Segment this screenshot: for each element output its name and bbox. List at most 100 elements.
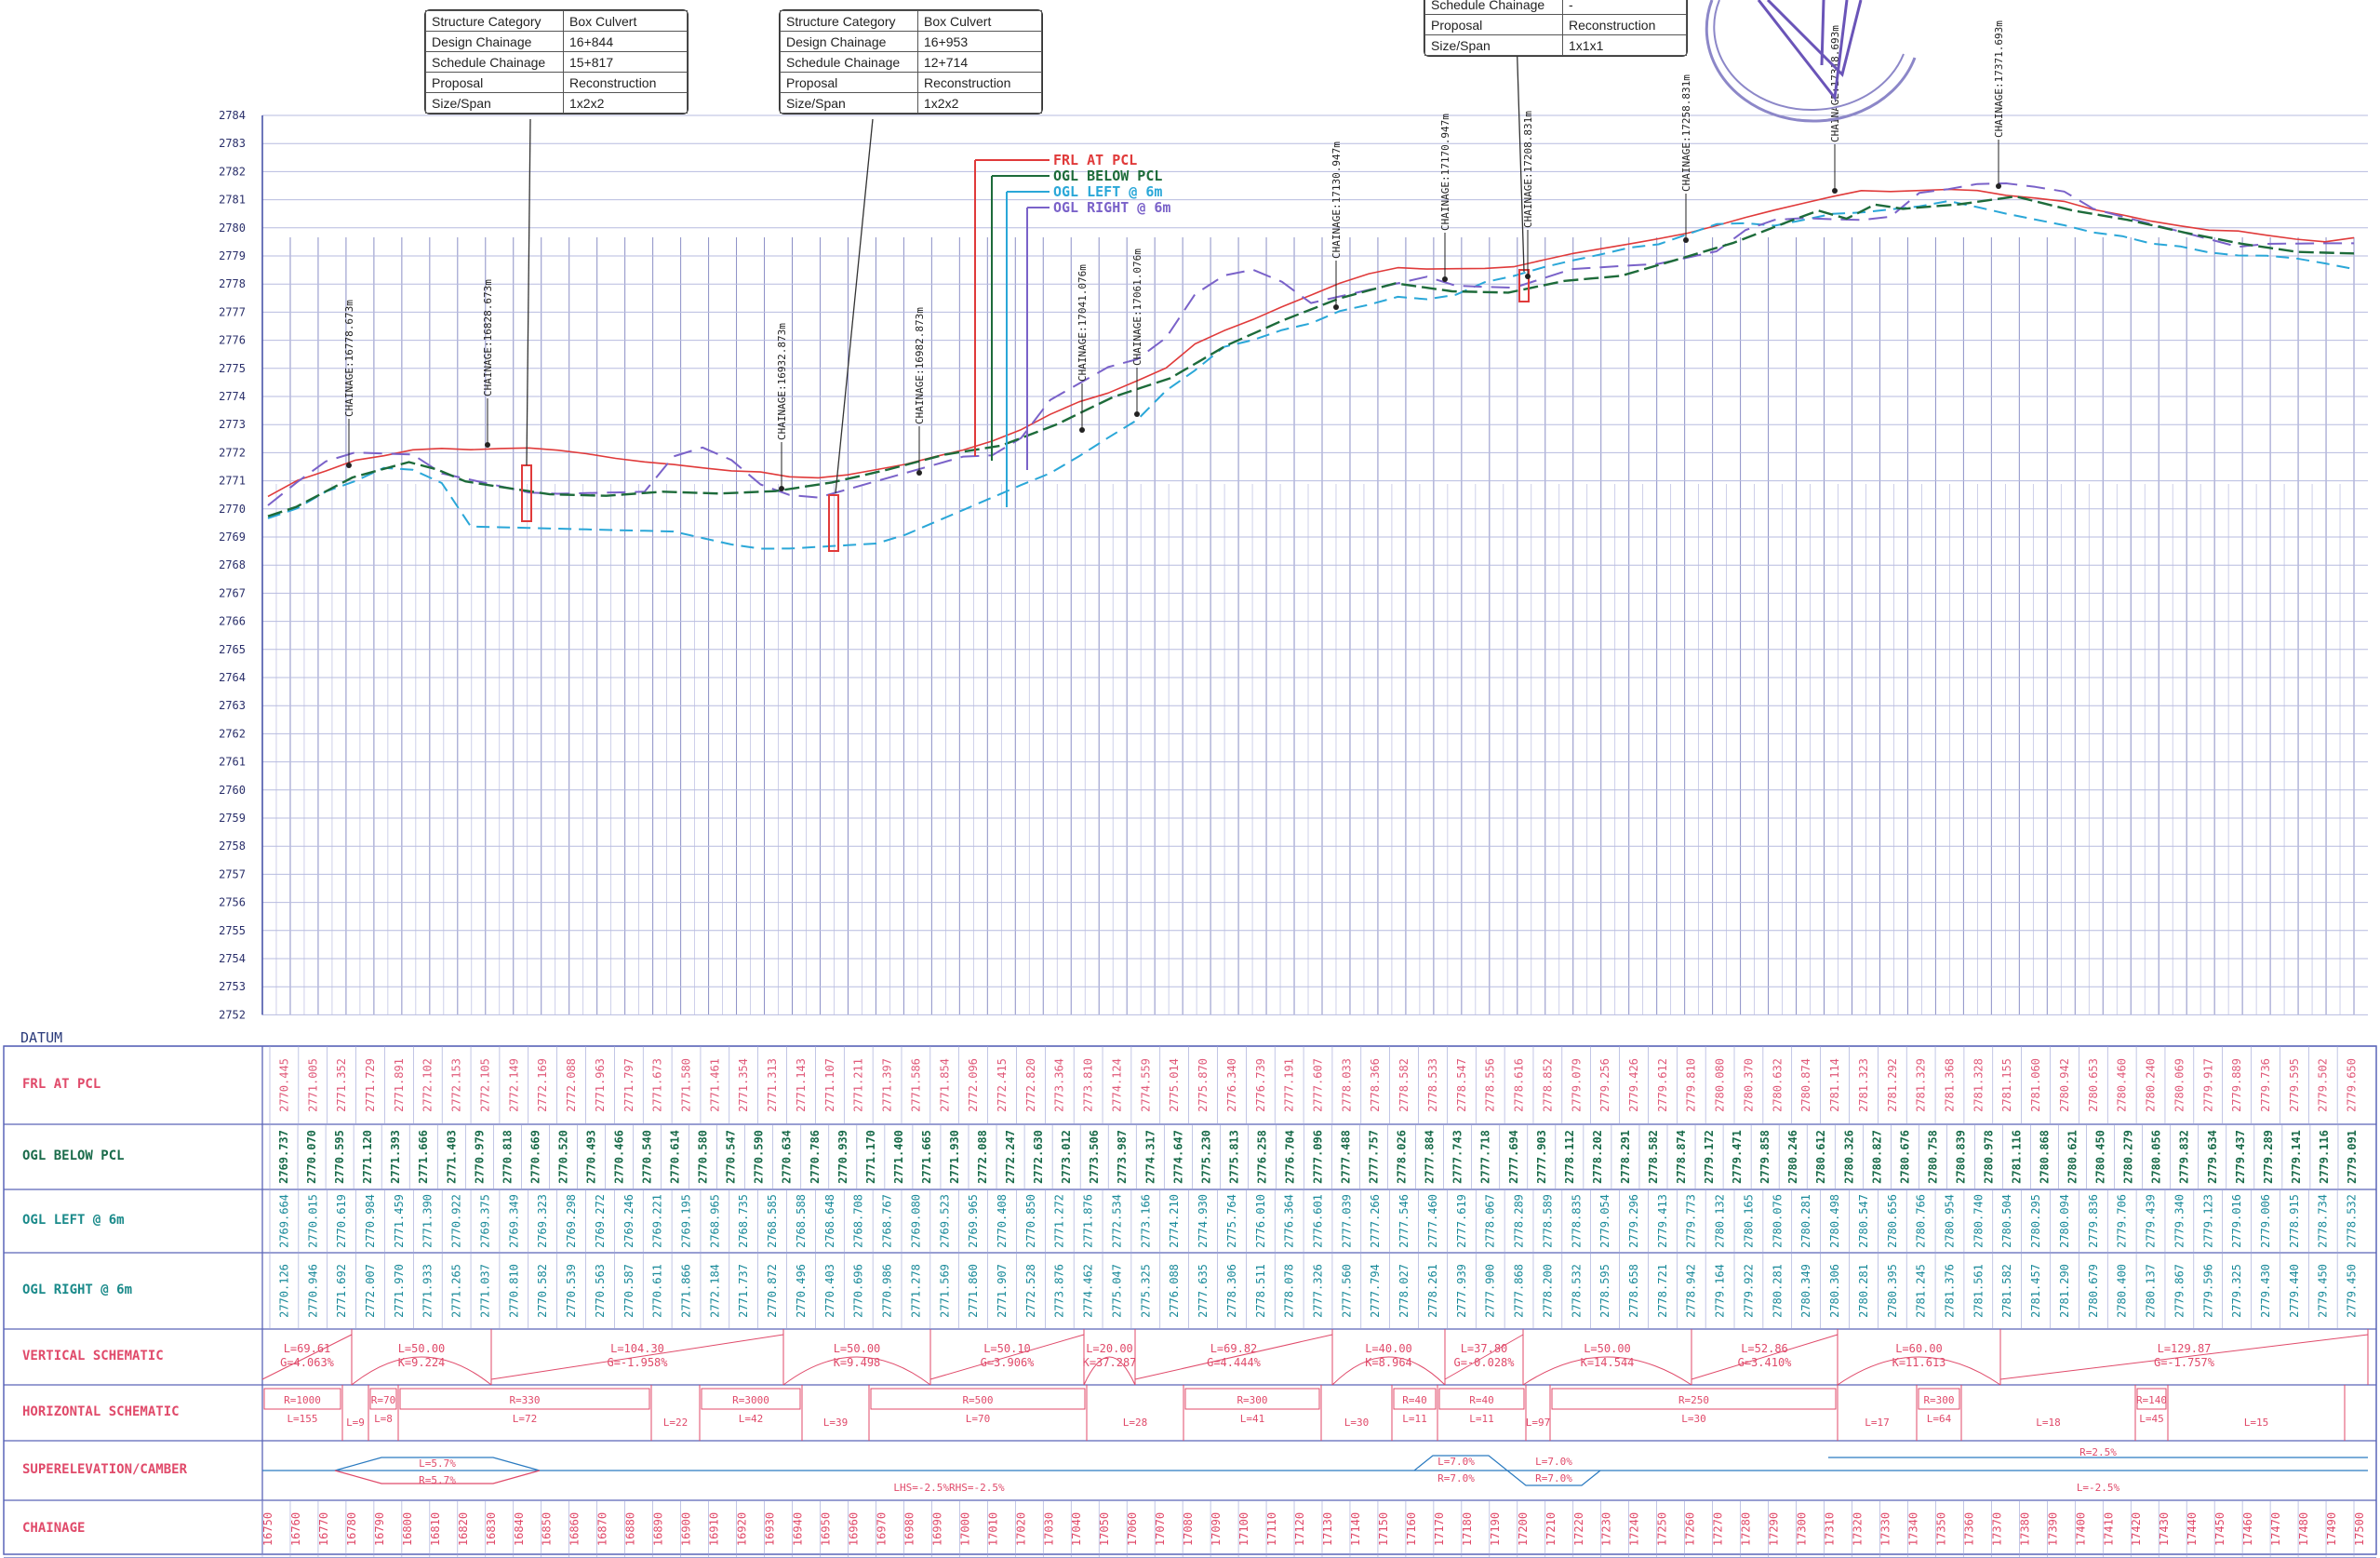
- band-value: 2778.078: [1283, 1264, 1296, 1318]
- band-value: 2777.560: [1340, 1264, 1353, 1318]
- callout-value: Box Culvert: [917, 10, 1042, 32]
- superelevation-label: L=7.0%: [1535, 1456, 1572, 1468]
- band-value: 2778.835: [1570, 1194, 1583, 1248]
- band-value: 2780.076: [1771, 1194, 1784, 1248]
- band-value: 2772.102: [421, 1058, 435, 1112]
- horizontal-schematic-label: L=42: [739, 1413, 764, 1425]
- callout-value: 1x2x2: [563, 92, 688, 114]
- band-value: 2774.317: [1143, 1130, 1157, 1184]
- band-value: 2771.211: [852, 1058, 865, 1112]
- band-value: 2777.488: [1340, 1130, 1353, 1184]
- band-value: 2770.810: [507, 1264, 520, 1318]
- horizontal-schematic-label: L=11: [1402, 1413, 1427, 1425]
- chainage-marker-label: CHAINAGE:17208.831m: [1522, 111, 1534, 228]
- band-value: 2770.946: [306, 1264, 319, 1318]
- band-value: 2779.773: [1685, 1194, 1698, 1248]
- band-value: 2779.430: [2259, 1264, 2272, 1318]
- band-value: 2770.590: [753, 1130, 766, 1184]
- callout-value: 16+844: [563, 31, 688, 52]
- band-value: 2779.450: [2346, 1264, 2359, 1318]
- band-value: 2778.595: [1598, 1264, 1611, 1318]
- chainage-tick-label: 17120: [1293, 1512, 1306, 1546]
- chainage-tick-label: 17180: [1461, 1512, 1474, 1546]
- band-value: 2769.221: [651, 1194, 664, 1248]
- elevation-tick-label: 2762: [219, 727, 246, 740]
- band-value: 2779.736: [2259, 1058, 2272, 1112]
- horizontal-schematic-label: L=41: [1240, 1413, 1265, 1425]
- elevation-tick-label: 2764: [219, 671, 246, 684]
- profile-line: [267, 182, 2354, 506]
- band-value: 2772.088: [976, 1130, 989, 1184]
- horizontal-schematic-label: L=97: [1526, 1417, 1551, 1429]
- band-value: 2770.587: [622, 1264, 635, 1318]
- chainage-tick-label: 16970: [875, 1512, 888, 1546]
- vertical-schematic-label: L=37.80: [1461, 1342, 1508, 1355]
- band-value: 2773.987: [1116, 1130, 1129, 1184]
- band-value: 2781.155: [2000, 1058, 2013, 1112]
- band-value: 2780.547: [1857, 1194, 1870, 1248]
- band-value: 2779.296: [1627, 1194, 1640, 1248]
- band-value: 2779.471: [1731, 1130, 1744, 1184]
- band-value: 2771.397: [881, 1058, 894, 1112]
- band-value: 2771.930: [948, 1130, 961, 1184]
- band-value: 2771.403: [445, 1130, 458, 1184]
- callout-value: Reconstruction: [563, 72, 688, 93]
- callout-value: Reconstruction: [1562, 14, 1687, 35]
- vertical-schematic-label: L=129.87: [2158, 1342, 2212, 1355]
- profile-line: [267, 188, 2355, 498]
- elevation-tick-label: 2752: [219, 1008, 246, 1021]
- elevation-tick-label: 2758: [219, 839, 246, 853]
- profile-line: [267, 200, 2355, 550]
- callout-key: Schedule Chainage: [1424, 0, 1563, 15]
- band-value: 2770.696: [852, 1264, 865, 1318]
- horizontal-schematic-label: L=64: [1927, 1413, 1952, 1425]
- band-value: 2778.874: [1675, 1130, 1688, 1184]
- band-value: 2771.120: [361, 1130, 374, 1184]
- chainage-tick-label: 17270: [1712, 1512, 1725, 1546]
- band-value: 2773.166: [1139, 1194, 1152, 1248]
- band-value: 2769.272: [594, 1194, 607, 1248]
- band-value: 2780.740: [1972, 1194, 1985, 1248]
- band-value: 2779.889: [2230, 1058, 2243, 1112]
- chainage-tick-label: 17040: [1070, 1512, 1083, 1546]
- band-value: 2769.737: [277, 1130, 290, 1184]
- elevation-tick-label: 2761: [219, 756, 246, 769]
- elevation-tick-label: 2766: [219, 615, 246, 628]
- chainage-tick-label: 16800: [401, 1512, 414, 1546]
- band-value: 2780.612: [1814, 1130, 1827, 1184]
- band-value: 2780.766: [1915, 1194, 1928, 1248]
- band-value: 2778.067: [1484, 1194, 1497, 1248]
- vertical-schematic-label: K=8.964: [1365, 1356, 1412, 1369]
- band-value: 2780.056: [2150, 1130, 2163, 1184]
- band-value: 2770.634: [781, 1130, 794, 1184]
- band-value: 2772.007: [364, 1264, 377, 1318]
- vertical-schematic-label: K=11.613: [1892, 1356, 1946, 1369]
- horizontal-schematic-label: L=70: [966, 1413, 991, 1425]
- horizontal-schematic-label: L=72: [513, 1413, 538, 1425]
- band-value: 2779.595: [2288, 1058, 2301, 1112]
- band-value: 2777.460: [1426, 1194, 1439, 1248]
- chainage-tick-label: 16950: [819, 1512, 832, 1546]
- band-value: 2779.596: [2201, 1264, 2214, 1318]
- band-value: 2779.141: [2290, 1130, 2303, 1184]
- band-value: 2779.450: [2317, 1264, 2330, 1318]
- elevation-tick-label: 2784: [219, 109, 246, 122]
- chainage-marker-label: CHAINAGE:17041.076m: [1076, 264, 1089, 382]
- band-value: 2779.810: [1685, 1058, 1698, 1112]
- band-value: 2770.619: [335, 1194, 348, 1248]
- band-value: 2777.939: [1455, 1264, 1468, 1318]
- profile-curves: [267, 34, 2355, 552]
- superelevation-label: R=7.0%: [1437, 1472, 1475, 1484]
- band-value: 2773.364: [1053, 1058, 1066, 1112]
- vertical-schematic-label: L=69.82: [1210, 1342, 1258, 1355]
- chainage-tick-label: 16830: [485, 1512, 498, 1546]
- chainage-tick-label: 17130: [1321, 1512, 1334, 1546]
- callout-key: Size/Span: [1424, 34, 1563, 56]
- band-value: 2780.281: [1771, 1264, 1784, 1318]
- band-value: 2780.326: [1842, 1130, 1855, 1184]
- band-value: 2772.415: [996, 1058, 1009, 1112]
- band-value: 2778.556: [1484, 1058, 1497, 1112]
- band-value: 2771.580: [680, 1058, 693, 1112]
- superelevation-label: R=7.0%: [1535, 1472, 1572, 1484]
- band-value: 2771.963: [594, 1058, 607, 1112]
